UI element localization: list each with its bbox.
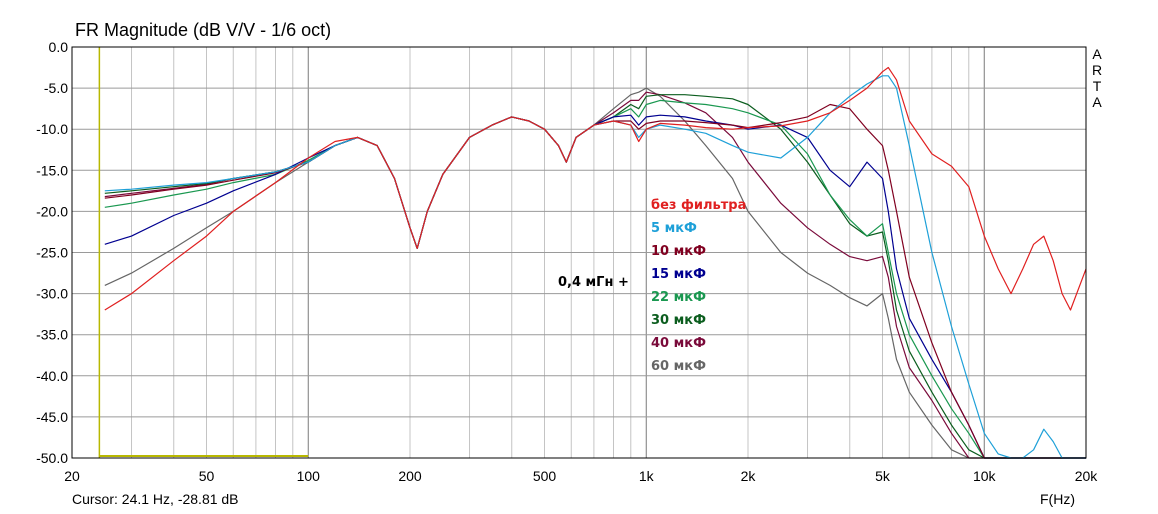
annotation-label: 0,4 мГн + (558, 275, 629, 290)
y-tick-label: -30.0 (36, 286, 68, 302)
x-tick-label: 100 (297, 468, 321, 484)
legend-entry: 10 мкФ (651, 244, 706, 259)
legend-entry: 22 мкФ (651, 290, 706, 305)
y-tick-label: -10.0 (36, 121, 68, 137)
legend-entry: 30 мкФ (651, 313, 706, 328)
series-line (104, 66, 1087, 311)
x-tick-label: 200 (398, 468, 422, 484)
x-tick-label: 500 (533, 468, 557, 484)
y-tick-label: -5.0 (44, 80, 68, 96)
x-tick-label: 5k (875, 468, 891, 484)
y-tick-label: -40.0 (36, 368, 68, 384)
watermark-letter: T (1092, 78, 1102, 94)
cursor-layer (98, 47, 309, 458)
plot-frame (71, 46, 1087, 459)
legend-entry: 5 мкФ (651, 221, 697, 236)
y-tick-label: -45.0 (36, 409, 68, 425)
x-axis-label: F(Hz) (1040, 491, 1075, 507)
x-tick-label: 20k (1075, 468, 1099, 484)
x-tick-label: 2k (741, 468, 757, 484)
watermark-letter: R (1091, 62, 1103, 78)
x-tick-label: 10k (973, 468, 997, 484)
cursor-readout: Cursor: 24.1 Hz, -28.81 dB (72, 491, 239, 507)
x-tick-label: 1k (639, 468, 655, 484)
y-tick-label: -50.0 (36, 450, 68, 466)
legend-entry: 15 мкФ (651, 267, 706, 282)
y-tick-labels: 0.0 -5.0 -10.0 -15.0 -20.0 -25.0 -30.0 -35.0 -40… (36, 39, 68, 466)
legend-entry: 60 мкФ (651, 359, 706, 374)
y-tick-label: -15.0 (36, 162, 68, 178)
x-tick-label: 50 (199, 468, 215, 484)
x-tick-labels: 20 50 100 200 500 1k 2k 5k 10k 20k (64, 468, 1098, 484)
legend: без фильтра 5 мкФ 10 мкФ 15 мкФ 22 мкФ 30 мкФ… (651, 198, 746, 374)
y-tick-label: 0.0 (49, 39, 69, 55)
y-tick-label: -20.0 (36, 203, 68, 219)
legend-entry: 40 мкФ (651, 336, 706, 351)
x-tick-label: 20 (64, 468, 80, 484)
y-tick-label: -35.0 (36, 327, 68, 343)
watermark-letter: A (1092, 46, 1102, 62)
chart-title: FR Magnitude (dB V/V - 1/6 oct) (75, 20, 332, 40)
arta-watermark: A R T A (1090, 46, 1104, 110)
y-tick-label: -25.0 (36, 245, 68, 261)
watermark-letter: A (1092, 94, 1102, 110)
legend-entry: без фильтра (651, 198, 746, 213)
